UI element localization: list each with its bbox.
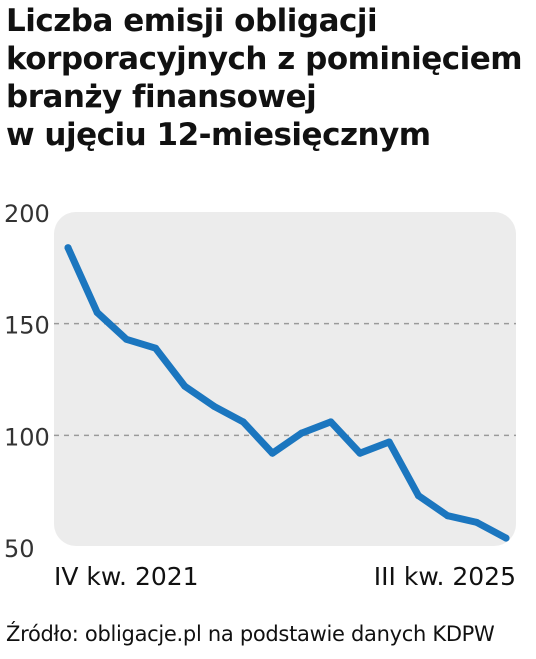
series-lines — [64, 244, 510, 542]
line-chart: 50 100 150 200 IV kw. 2021 III kw. 2025 — [4, 200, 516, 591]
x-tick-label-first: IV kw. 2021 — [54, 562, 199, 591]
title-line-4: w ujęciu 12-miesięcznym — [6, 117, 431, 153]
series-line — [64, 244, 510, 542]
x-tick-label-last: III kw. 2025 — [374, 562, 516, 591]
data-point — [502, 534, 510, 542]
source-note: Źródło: obligacje.pl na podstawie danych… — [6, 622, 495, 646]
data-point — [385, 438, 393, 446]
data-point — [444, 512, 452, 520]
x-axis-tick-labels: IV kw. 2021 III kw. 2025 — [54, 562, 516, 591]
y-axis-tick-labels: 50 100 150 200 — [4, 200, 50, 563]
data-point — [239, 418, 247, 426]
data-point — [268, 449, 276, 457]
gridlines — [54, 322, 516, 437]
y-tick-label: 150 — [4, 312, 50, 340]
title-line-2: korporacyjnych z pominięciem — [6, 41, 523, 77]
data-point — [473, 518, 481, 526]
data-point — [210, 402, 218, 410]
data-point — [327, 418, 335, 426]
title-line-3: branży finansowej — [6, 79, 317, 115]
data-point — [64, 244, 72, 252]
data-point — [298, 429, 306, 437]
data-point — [414, 492, 422, 500]
y-tick-label: 50 — [4, 535, 35, 563]
data-point — [181, 382, 189, 390]
y-tick-label: 100 — [4, 423, 50, 451]
data-point — [356, 449, 364, 457]
data-point — [152, 344, 160, 352]
chart-title: Liczba emisji obligacji korporacyjnych z… — [6, 2, 534, 154]
data-point — [122, 335, 130, 343]
title-line-1: Liczba emisji obligacji — [6, 3, 378, 39]
plot-background — [54, 212, 516, 546]
data-point — [93, 309, 101, 316]
y-tick-label: 200 — [4, 200, 50, 228]
